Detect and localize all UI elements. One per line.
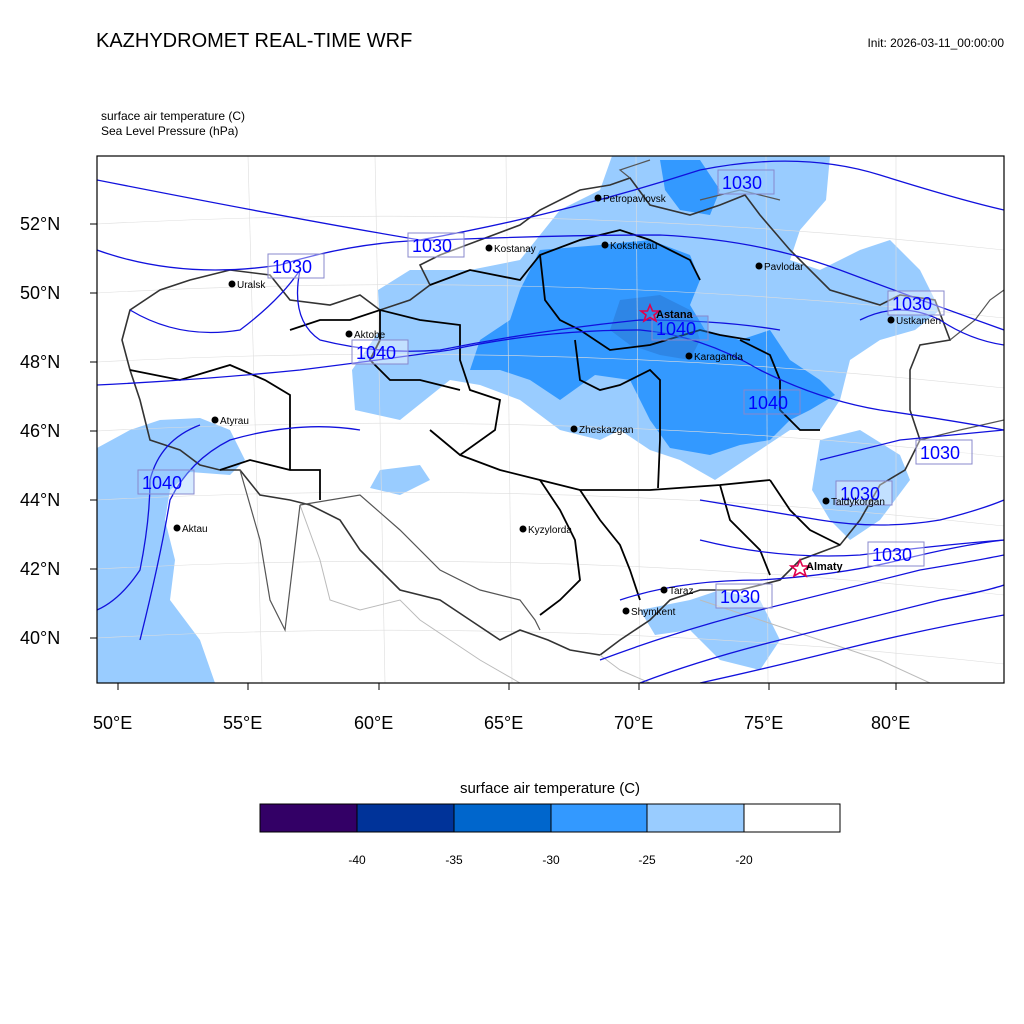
city-label: Astana	[656, 309, 694, 321]
city-label: Atyrau	[220, 416, 249, 427]
lat-tick-label: 46°N	[20, 421, 60, 441]
isobar-label: 1030	[872, 545, 912, 565]
country-border	[121, 177, 952, 656]
colorbar-tick-label: -20	[735, 853, 753, 867]
lon-tick-label: 75°E	[744, 713, 783, 733]
isobar-label: 1030	[892, 294, 932, 314]
city-label: Ustkamen	[896, 316, 941, 327]
isobar-label: 1040	[656, 319, 696, 339]
capital-star-icon	[788, 557, 812, 578]
city-marker	[660, 586, 668, 594]
isobar-label: 1030	[840, 484, 880, 504]
variable-label-temperature: surface air temperature (C)	[101, 109, 246, 123]
colorbar-segment	[743, 803, 841, 833]
temp-fill-light-south	[640, 590, 780, 670]
colorbar-tick-label: -35	[445, 853, 463, 867]
city-marker	[822, 497, 830, 505]
map-frame	[96, 155, 1005, 684]
city-label: Karaganda	[694, 352, 743, 363]
city-label: Petropavlovsk	[603, 194, 667, 205]
lon-tick-label: 70°E	[614, 713, 653, 733]
city-marker	[622, 607, 630, 615]
city-marker	[485, 244, 493, 252]
map-area: 1030 1030 1030 1030 1040 1040 1040 1040 …	[97, 156, 1004, 683]
temp-fill-light-caspian	[97, 418, 245, 683]
isobar-label: 1030	[272, 257, 312, 277]
colorbar-segment	[550, 803, 648, 833]
city-marker	[173, 524, 181, 532]
lon-tick-label: 80°E	[871, 713, 910, 733]
city-marker	[211, 416, 219, 424]
city-marker	[601, 241, 609, 249]
page-title: KAZHYDROMET REAL-TIME WRF	[96, 30, 413, 52]
lon-tick-label: 65°E	[484, 713, 523, 733]
temp-fill-medium-patch	[660, 160, 720, 215]
colorbar-title: surface air temperature (C)	[460, 780, 640, 797]
isobar-label: 1040	[142, 473, 182, 493]
variable-label-pressure: Sea Level Pressure (hPa)	[101, 124, 239, 138]
city-label: Aktobe	[354, 330, 386, 341]
colorbar-tick-label: -30	[542, 853, 560, 867]
regional-borders	[129, 229, 841, 616]
isobar-label: 1040	[748, 393, 788, 413]
lon-tick-label: 50°E	[93, 713, 132, 733]
colorbar-tick-label: -40	[348, 853, 366, 867]
city-label: Shymkent	[631, 607, 676, 618]
latitude-axis: 52°N 50°N 48°N 46°N 44°N 42°N 40°N	[20, 214, 97, 648]
lat-tick-label: 40°N	[20, 628, 60, 648]
city-label: Taraz	[669, 586, 693, 597]
isobar-label: 1030	[412, 236, 452, 256]
city-label: Almaty	[806, 561, 844, 573]
city-label: Pavlodar	[764, 262, 804, 273]
init-time-label: Init: 2026-03-11_00:00:00	[867, 36, 1004, 50]
colorbar-tick-label: -25	[638, 853, 656, 867]
city-label: Zheskazgan	[579, 425, 633, 436]
city-label: Kokshetau	[610, 241, 657, 252]
colorbar-segment	[259, 803, 358, 833]
city-marker	[685, 352, 693, 360]
city-label: Kyzylorda	[528, 525, 572, 536]
temp-fill-light-patch	[370, 465, 430, 495]
lon-tick-label: 60°E	[354, 713, 393, 733]
city-label: Taldykorgan	[831, 497, 885, 508]
neighbor-borders	[299, 504, 931, 683]
city-marker	[594, 194, 602, 202]
city-label: Uralsk	[237, 280, 266, 291]
lat-tick-label: 48°N	[20, 352, 60, 372]
isobars	[97, 160, 1004, 683]
isobar-label: 1030	[920, 443, 960, 463]
lon-tick-label: 55°E	[223, 713, 262, 733]
isobar-label: 1030	[720, 587, 760, 607]
colorbar-segment	[646, 803, 745, 833]
lat-tick-label: 52°N	[20, 214, 60, 234]
temp-fill-light-east	[812, 430, 910, 540]
lat-tick-label: 42°N	[20, 559, 60, 579]
city-marker	[345, 330, 353, 338]
city-label: Kostanay	[494, 244, 536, 255]
city-marker	[755, 262, 763, 270]
longitude-axis: 50°E 55°E 60°E 65°E 70°E 75°E 80°E	[93, 683, 910, 733]
city-marker	[887, 316, 895, 324]
isobar-labels: 1030 1030 1030 1030 1040 1040 1040 1040 …	[137, 169, 973, 609]
city-marker	[519, 525, 527, 533]
temp-fill-dark	[610, 295, 700, 360]
colorbar-segment	[453, 803, 552, 833]
isobar-label: 1040	[356, 343, 396, 363]
city-label: Aktau	[182, 524, 208, 535]
lat-tick-label: 44°N	[20, 490, 60, 510]
capital-star-icon	[638, 302, 662, 323]
colorbar-segment	[356, 803, 455, 833]
city-marker	[570, 425, 578, 433]
colorbar: surface air temperature (C) -40 -35 -30 …	[259, 780, 841, 867]
lat-tick-label: 50°N	[20, 283, 60, 303]
city-marker	[228, 280, 236, 288]
isobar-label: 1030	[722, 173, 762, 193]
cities: Petropavlovsk Kostanay Kokshetau Pavloda…	[173, 194, 941, 618]
